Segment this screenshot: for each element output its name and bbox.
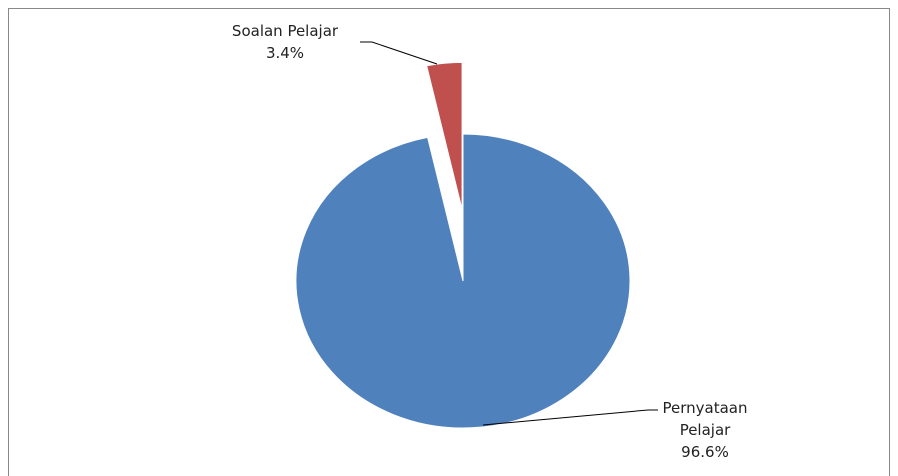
pie-slice [295, 133, 631, 429]
pie-slice [426, 61, 463, 210]
slice-label-text: Pernyataan Pelajar [662, 399, 748, 439]
slice-label: Pernyataan Pelajar 96.6% [650, 397, 760, 463]
leader-line [482, 409, 658, 426]
chart-frame [8, 8, 890, 476]
slice-label: Soalan Pelajar 3.4% [200, 20, 370, 64]
slice-label-text: Soalan Pelajar [231, 22, 339, 40]
slice-label-text: 3.4% [265, 44, 305, 62]
leader-line [360, 41, 438, 65]
slice-label-text: 96.6% [681, 443, 729, 461]
